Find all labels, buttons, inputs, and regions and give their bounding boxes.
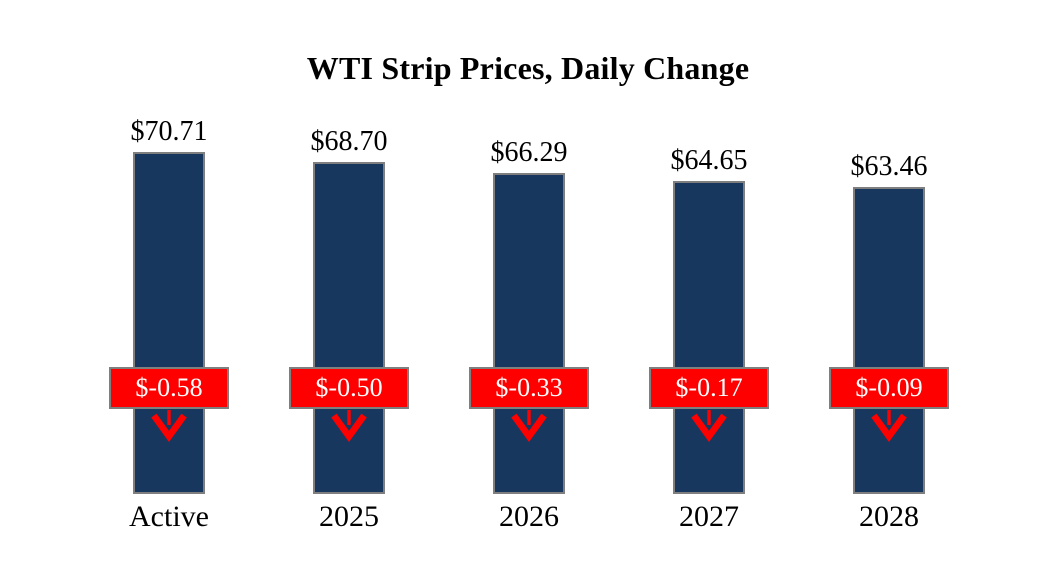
change-box: $-0.33 [469, 367, 589, 409]
price-label: $66.29 [490, 137, 568, 168]
price-label: $64.65 [670, 145, 748, 176]
change-box: $-0.09 [829, 367, 949, 409]
change-box: $-0.58 [109, 367, 229, 409]
down-arrow-icon [151, 409, 187, 443]
change-label: $-0.09 [855, 373, 923, 402]
category-label: Active [129, 500, 209, 533]
change-label: $-0.50 [315, 373, 383, 402]
bar [313, 162, 385, 494]
chart-title: WTI Strip Prices, Daily Change [306, 50, 750, 86]
change-box: $-0.17 [649, 367, 769, 409]
price-label: $68.70 [310, 126, 388, 157]
price-label: $63.46 [850, 151, 928, 182]
down-arrow-icon [331, 409, 367, 443]
bar [853, 187, 925, 494]
price-label: $70.71 [130, 116, 208, 147]
down-arrow-icon [691, 409, 727, 443]
bar [133, 152, 205, 494]
category-label: 2028 [859, 500, 919, 533]
change-box: $-0.50 [289, 367, 409, 409]
change-label: $-0.33 [495, 373, 563, 402]
category-label: 2026 [499, 500, 559, 533]
change-label: $-0.58 [135, 373, 203, 402]
category-label: 2025 [319, 500, 379, 533]
category-label: 2027 [679, 500, 739, 533]
bar [493, 173, 565, 494]
bar [673, 181, 745, 494]
change-label: $-0.17 [675, 373, 743, 402]
down-arrow-icon [511, 409, 547, 443]
down-arrow-icon [871, 409, 907, 443]
